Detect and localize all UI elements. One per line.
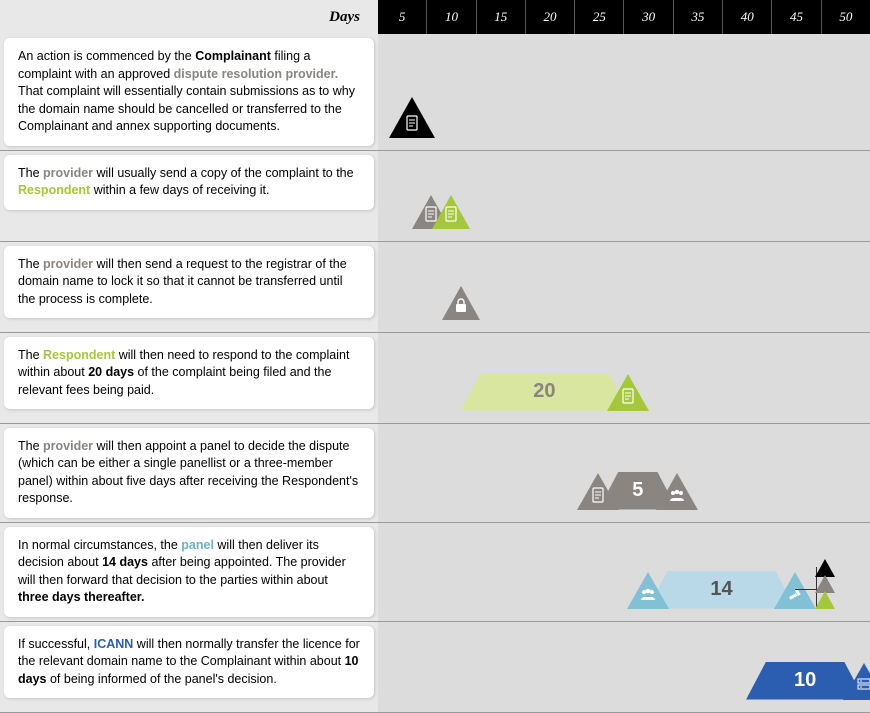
timeline-area: 5 xyxy=(382,424,870,522)
panel-icon xyxy=(668,486,686,508)
step-description: The Respondent will then need to respond… xyxy=(4,337,374,410)
timeline-row: The provider will usually send a copy of… xyxy=(0,151,870,242)
step-description: If successful, ICANN will then normally … xyxy=(4,626,374,699)
day-tick: 30 xyxy=(624,0,673,34)
stack-marker xyxy=(815,588,835,609)
timeline-row: The provider will then send a request to… xyxy=(0,242,870,333)
document-icon xyxy=(589,486,607,508)
timeline-area xyxy=(382,34,870,150)
timeline-area xyxy=(382,151,870,241)
timeline-area xyxy=(382,242,870,332)
server-icon xyxy=(855,676,870,698)
connector-line xyxy=(795,589,816,590)
day-ticks: 5101520253035404550 xyxy=(378,0,870,34)
duration-value: 14 xyxy=(648,578,796,601)
day-tick: 15 xyxy=(477,0,526,34)
day-tick: 40 xyxy=(723,0,772,34)
rows-container: An action is commenced by the Complainan… xyxy=(0,34,870,713)
step-description: The provider will usually send a copy of… xyxy=(4,155,374,210)
panel-icon xyxy=(639,585,657,607)
step-description: The provider will then send a request to… xyxy=(4,246,374,319)
timeline-area: 14 xyxy=(382,523,870,621)
step-description: An action is commenced by the Complainan… xyxy=(4,38,374,146)
duration-bar: 14 xyxy=(648,571,796,609)
timeline-row: The provider will then appoint a panel t… xyxy=(0,424,870,523)
day-tick: 20 xyxy=(526,0,575,34)
day-tick: 10 xyxy=(427,0,476,34)
step-description: The provider will then appoint a panel t… xyxy=(4,428,374,518)
document-icon xyxy=(619,387,637,409)
header-row: Days 5101520253035404550 xyxy=(0,0,870,34)
days-label: Days xyxy=(0,9,378,26)
timeline-row: An action is commenced by the Complainan… xyxy=(0,34,870,151)
timeline-row: The Respondent will then need to respond… xyxy=(0,333,870,424)
document-icon xyxy=(403,114,421,136)
lock-icon xyxy=(452,296,470,318)
day-tick: 50 xyxy=(822,0,870,34)
step-description: In normal circumstances, the panel will … xyxy=(4,527,374,617)
day-tick: 5 xyxy=(378,0,427,34)
day-tick: 35 xyxy=(674,0,723,34)
duration-bar: 20 xyxy=(461,373,628,411)
day-tick: 25 xyxy=(575,0,624,34)
timeline-row: In normal circumstances, the panel will … xyxy=(0,523,870,622)
timeline-area: 10 xyxy=(382,622,870,712)
duration-value: 20 xyxy=(461,380,628,403)
day-tick: 45 xyxy=(772,0,821,34)
timeline-area: 20 xyxy=(382,333,870,423)
document-icon xyxy=(442,205,460,227)
